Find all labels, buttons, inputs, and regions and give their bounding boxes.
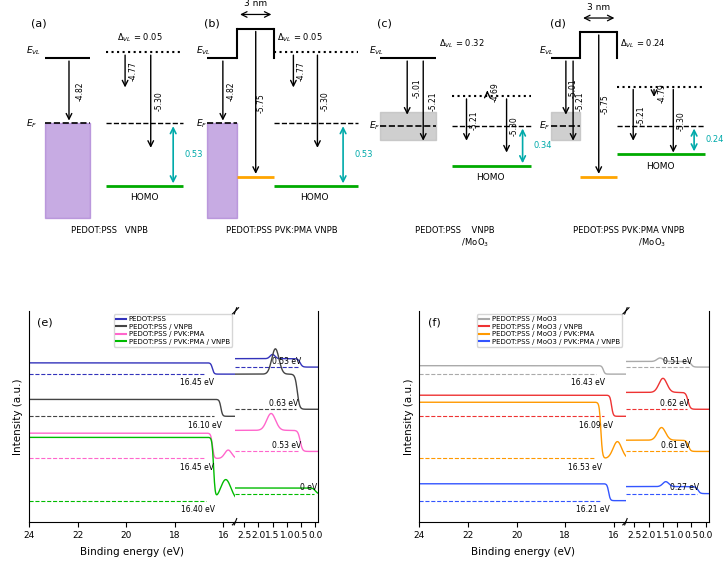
Text: $E_F$: $E_F$ — [369, 119, 380, 132]
Text: 16.40 eV: 16.40 eV — [181, 505, 215, 514]
Text: $\Delta_{VL}$ = 0.24: $\Delta_{VL}$ = 0.24 — [620, 38, 666, 50]
Text: (a): (a) — [30, 19, 46, 29]
Text: HOMO: HOMO — [300, 194, 328, 203]
Text: -5.30: -5.30 — [510, 116, 519, 136]
X-axis label: Binding energy (eV): Binding energy (eV) — [471, 547, 575, 557]
Text: 0.51 eV: 0.51 eV — [664, 357, 693, 366]
Text: HOMO: HOMO — [646, 162, 675, 171]
Text: $E_{VL}$: $E_{VL}$ — [196, 45, 211, 57]
Text: -5.30: -5.30 — [154, 91, 163, 112]
Text: 16.45 eV: 16.45 eV — [179, 378, 213, 387]
Legend: PEDOT:PSS / MoO3, PEDOT:PSS / MoO3 / VNPB, PEDOT:PSS / MoO3 / PVK:PMA, PEDOT:PSS: PEDOT:PSS / MoO3, PEDOT:PSS / MoO3 / VNP… — [477, 314, 623, 347]
Text: $E_{VL}$: $E_{VL}$ — [369, 45, 384, 57]
Text: 0.53: 0.53 — [184, 150, 203, 159]
Text: $\Delta_{VL}$ = 0.32: $\Delta_{VL}$ = 0.32 — [440, 38, 484, 50]
Text: (b): (b) — [204, 19, 219, 29]
Text: -5.30: -5.30 — [677, 111, 686, 131]
Text: $E_F$: $E_F$ — [539, 119, 550, 132]
Text: (c): (c) — [377, 19, 392, 29]
Text: HOMO: HOMO — [130, 194, 158, 203]
Text: 0.53: 0.53 — [354, 150, 373, 159]
Text: (f): (f) — [427, 317, 440, 327]
Text: 0.24: 0.24 — [706, 135, 723, 145]
Legend: PEDOT:PSS, PEDOT:PSS / VNPB, PEDOT:PSS / PVK:PMA, PEDOT:PSS / PVK:PMA / VNPB: PEDOT:PSS, PEDOT:PSS / VNPB, PEDOT:PSS /… — [114, 314, 232, 347]
Text: -4.82: -4.82 — [226, 81, 236, 100]
Text: $\Delta_{VL}$ = 0.05: $\Delta_{VL}$ = 0.05 — [278, 32, 323, 44]
Text: 3 nm: 3 nm — [244, 0, 268, 8]
Text: $E_F$: $E_F$ — [26, 117, 37, 130]
Text: -5.21: -5.21 — [470, 110, 479, 130]
Text: 0.62 eV: 0.62 eV — [660, 399, 690, 408]
Text: PEDOT:PSS PVK:PMA VNPB: PEDOT:PSS PVK:PMA VNPB — [226, 226, 338, 235]
Y-axis label: Intensity (a.u.): Intensity (a.u.) — [13, 378, 23, 454]
Text: -5.01: -5.01 — [568, 78, 578, 98]
Text: -4.82: -4.82 — [76, 81, 85, 100]
Text: -5.75: -5.75 — [257, 93, 266, 113]
Text: 0.34: 0.34 — [534, 141, 552, 150]
Y-axis label: Intensity (a.u.): Intensity (a.u.) — [403, 378, 414, 454]
Text: HOMO: HOMO — [476, 173, 505, 182]
Text: $E_{VL}$: $E_{VL}$ — [539, 45, 554, 57]
X-axis label: Binding energy (eV): Binding energy (eV) — [80, 547, 184, 557]
Text: $E_{VL}$: $E_{VL}$ — [26, 45, 41, 57]
Text: -4.79: -4.79 — [657, 84, 667, 103]
Text: 16.09 eV: 16.09 eV — [579, 421, 613, 430]
Text: 0.53 eV: 0.53 eV — [273, 441, 301, 450]
Text: 16.53 eV: 16.53 eV — [568, 463, 602, 472]
Text: -5.75: -5.75 — [601, 95, 609, 114]
Text: PEDOT:PSS PVK:PMA VNPB
                  /MoO$_3$: PEDOT:PSS PVK:PMA VNPB /MoO$_3$ — [573, 226, 684, 250]
Text: $\Delta_{VL}$ = 0.05: $\Delta_{VL}$ = 0.05 — [117, 32, 163, 44]
Text: -5.21: -5.21 — [428, 91, 437, 111]
Text: -5.30: -5.30 — [321, 91, 330, 112]
Text: 16.21 eV: 16.21 eV — [576, 505, 610, 514]
Text: -5.01: -5.01 — [412, 78, 422, 98]
Text: 16.10 eV: 16.10 eV — [188, 421, 222, 430]
Text: -5.21: -5.21 — [576, 91, 585, 111]
Text: -4.69: -4.69 — [491, 82, 500, 102]
Text: 3 nm: 3 nm — [587, 3, 610, 12]
Text: $E_F$: $E_F$ — [196, 117, 207, 130]
Text: (d): (d) — [550, 19, 565, 29]
Text: PEDOT:PSS   VNPB: PEDOT:PSS VNPB — [71, 226, 147, 235]
Text: 0.27 eV: 0.27 eV — [670, 483, 699, 492]
Text: 0.53 eV: 0.53 eV — [273, 357, 301, 366]
Text: -4.77: -4.77 — [297, 61, 306, 81]
Text: PEDOT:PSS    VNPB
               /MoO$_3$: PEDOT:PSS VNPB /MoO$_3$ — [416, 226, 495, 250]
Text: -5.21: -5.21 — [637, 105, 646, 125]
Text: (e): (e) — [37, 317, 53, 327]
Text: 0.61 eV: 0.61 eV — [661, 441, 690, 450]
Text: 16.45 eV: 16.45 eV — [179, 463, 213, 472]
Text: 0.63 eV: 0.63 eV — [270, 399, 299, 408]
Text: 0 eV: 0 eV — [299, 483, 317, 492]
Text: -4.77: -4.77 — [129, 61, 137, 81]
Text: 16.43 eV: 16.43 eV — [570, 378, 604, 387]
